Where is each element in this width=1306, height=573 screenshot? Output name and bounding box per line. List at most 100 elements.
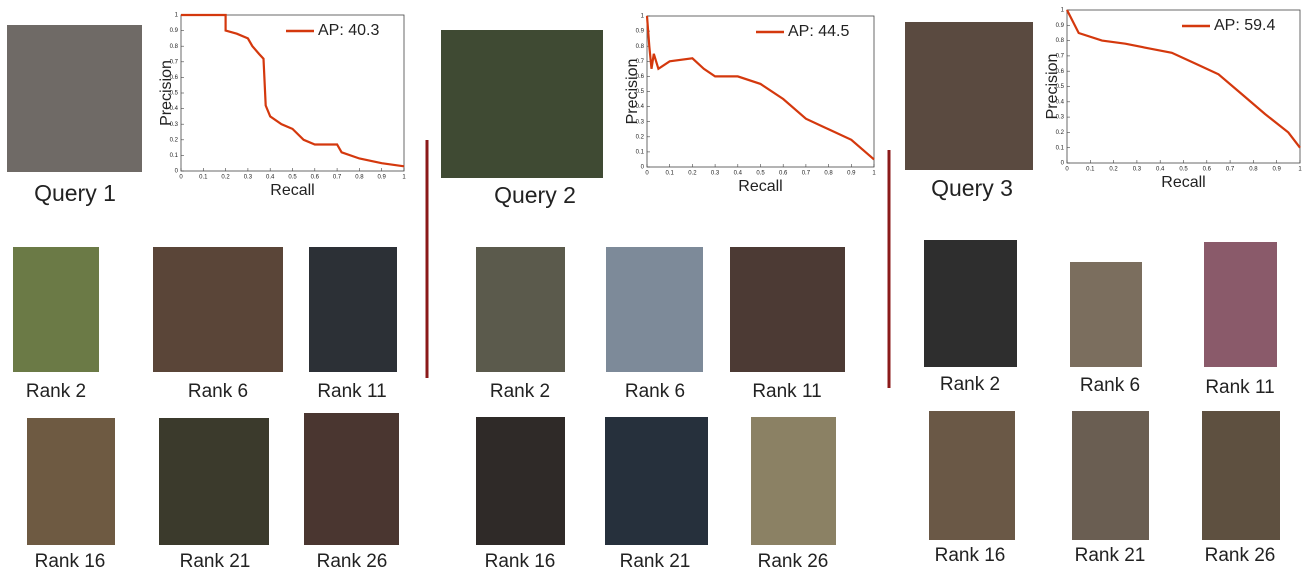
x-tick-label: 0.6 [779,171,788,177]
x-tick-label: 0.6 [1203,167,1212,173]
x-tick-label: 0.2 [688,171,697,177]
x-tick-label: 0 [179,175,183,181]
x-tick-label: 0.1 [199,175,208,181]
pr-curve [645,15,875,161]
x-axis-label: Recall [270,182,314,199]
legend-label: AP: 40.3 [318,22,379,39]
x-axis-label: Recall [1161,174,1205,191]
x-tick-label: 0.8 [1249,167,1258,173]
rank-label: Rank 11 [1205,377,1274,398]
x-tick-label: 0.9 [847,171,856,177]
y-tick-label: 0.7 [1056,53,1065,59]
x-tick-label: 1 [402,175,406,181]
x-tick-label: 0.4 [734,171,743,177]
y-tick-label: 0.4 [636,104,645,110]
y-tick-label: 0.1 [170,153,179,159]
x-tick-label: 0.1 [1086,167,1095,173]
query-photo [441,30,603,178]
y-tick-label: 0.9 [636,29,645,35]
y-tick-label: 0.5 [636,89,645,95]
y-tick-label: 0.4 [1056,99,1065,105]
pr-curve [181,13,405,168]
rank-photo [159,418,269,545]
x-tick-label: 0.4 [1156,167,1165,173]
rank-photo [153,247,283,372]
legend-label: AP: 59.4 [1214,17,1275,34]
x-tick-label: 0.7 [1226,167,1235,173]
y-tick-label: 0.9 [170,28,179,34]
rank-photo [27,418,115,545]
x-tick-label: 0.8 [824,171,833,177]
rank-label: Rank 21 [620,551,691,572]
rank-label: Rank 11 [752,381,821,402]
rank-label: Rank 16 [485,551,556,572]
query-label: Query 1 [34,180,116,206]
y-axis-label: Precision [1044,54,1061,120]
rank-photo [309,247,397,372]
query-photo [7,25,142,172]
y-tick-label: 0 [641,165,645,171]
y-tick-label: 0.1 [1056,145,1065,151]
y-tick-label: 0.7 [170,59,179,65]
rank-photo [476,247,565,372]
y-tick-label: 0.6 [636,74,645,80]
rank-label: Rank 2 [490,381,550,402]
rank-photo [304,413,399,545]
rank-label: Rank 6 [188,381,248,402]
query-label: Query 3 [931,175,1013,201]
rank-label: Rank 26 [758,551,829,572]
y-axis-label: Precision [624,59,641,125]
rank-photo [1070,262,1142,367]
rank-photo [1204,242,1277,367]
rank-photo [1072,411,1149,540]
x-tick-label: 0.8 [355,175,364,181]
y-tick-label: 0.3 [1056,115,1065,121]
y-tick-label: 1 [1061,8,1065,14]
rank-label: Rank 16 [935,545,1006,566]
rank-label: Rank 21 [180,551,251,572]
rank-photo [1202,411,1280,540]
y-tick-label: 0 [1061,161,1065,167]
y-tick-label: 1 [641,14,645,20]
rank-photo [924,240,1017,367]
x-tick-label: 0.2 [1109,167,1118,173]
x-tick-label: 0.3 [1133,167,1142,173]
x-tick-label: 0.7 [333,175,342,181]
y-tick-label: 0.4 [170,106,179,112]
query-photo [905,22,1033,170]
rank-photo [929,411,1015,540]
rank-photo [730,247,845,372]
y-tick-label: 0.2 [170,137,179,143]
rank-photo [13,247,99,372]
x-tick-label: 1 [1298,167,1302,173]
x-tick-label: 0.9 [378,175,387,181]
y-axis-label: Precision [158,60,175,126]
x-tick-label: 0.3 [711,171,720,177]
y-tick-label: 0.1 [636,149,645,155]
x-tick-label: 0 [1065,167,1069,173]
x-tick-label: 0.5 [288,175,297,181]
x-tick-label: 0.2 [221,175,230,181]
query-label: Query 2 [494,182,576,208]
legend-label: AP: 44.5 [788,23,849,40]
y-tick-label: 0.8 [636,44,645,50]
y-tick-label: 0 [175,169,179,175]
rank-photo [605,417,708,545]
rank-photo [751,417,836,545]
x-tick-label: 1 [872,171,876,177]
x-axis-label: Recall [738,178,782,195]
photos [7,22,1280,545]
rank-label: Rank 26 [317,551,388,572]
rank-photo [476,417,565,545]
y-tick-label: 0.8 [1056,38,1065,44]
x-tick-label: 0.9 [1273,167,1282,173]
rank-label: Rank 2 [26,381,86,402]
y-tick-label: 1 [175,13,179,19]
rank-label: Rank 2 [940,374,1000,395]
x-tick-label: 0.1 [666,171,675,177]
y-tick-label: 0.6 [170,75,179,81]
y-tick-label: 0.3 [636,119,645,125]
y-tick-label: 0.3 [170,122,179,128]
rank-label: Rank 26 [1205,545,1276,566]
y-tick-label: 0.7 [636,59,645,65]
